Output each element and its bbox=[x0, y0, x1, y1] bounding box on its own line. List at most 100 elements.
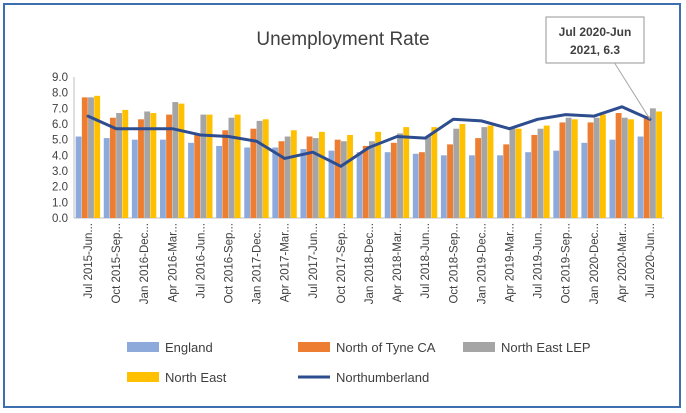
chart-frame: Unemployment Rate 0.0 1.0 2.0 3.0 4.0 5.0 6.0 7… bbox=[3, 3, 681, 408]
bar-north-of-tyne-ca bbox=[503, 144, 510, 218]
bar-north-east bbox=[290, 130, 297, 218]
x-tick-label: Oct 2019-Sep... bbox=[561, 223, 573, 304]
bar-north-east-lep bbox=[397, 133, 403, 218]
bar-north-east-lep bbox=[256, 120, 263, 218]
bar-north-of-tyne-ca bbox=[447, 144, 453, 218]
line-northumberland bbox=[86, 105, 652, 168]
callout-leader bbox=[614, 62, 651, 120]
x-tick-label: Jan 2018-Dec... bbox=[364, 223, 376, 304]
bar-north-of-tyne-ca bbox=[587, 122, 594, 218]
bar-north-east-lep bbox=[116, 113, 123, 218]
bar-north-of-tyne-ca bbox=[306, 136, 313, 218]
bar-england bbox=[300, 149, 307, 218]
bar-england bbox=[384, 152, 391, 218]
bar-england bbox=[497, 155, 503, 218]
x-tick-label: Jul 2015-Jun... bbox=[83, 223, 95, 298]
legend-label-north-east-lep: North East LEP bbox=[501, 340, 591, 355]
legend-swatch-north-east-lep bbox=[463, 342, 495, 352]
bar-north-of-tyne-ca bbox=[419, 152, 425, 218]
bar-england bbox=[356, 152, 363, 218]
chart-title: Unemployment Rate bbox=[256, 29, 429, 50]
legend-label-england: England bbox=[165, 340, 213, 355]
bar-north-east-lep bbox=[621, 117, 628, 218]
bar-england bbox=[637, 136, 644, 218]
bar-north-east-lep bbox=[509, 127, 516, 218]
legend-swatch-north-east bbox=[127, 372, 159, 382]
bar-north-east bbox=[150, 113, 157, 218]
bar-england bbox=[75, 136, 82, 218]
bar-north-of-tyne-ca bbox=[390, 142, 397, 218]
bar-north-of-tyne-ca bbox=[362, 145, 369, 218]
bar-north-east-lep bbox=[172, 102, 179, 218]
bar-england bbox=[216, 145, 223, 218]
bar-england bbox=[244, 147, 251, 218]
bar-north-east bbox=[94, 95, 101, 218]
unemployment-chart: Unemployment Rate 0.0 1.0 2.0 3.0 4.0 5.0 6.0 7… bbox=[52, 16, 664, 385]
bar-england bbox=[609, 139, 616, 218]
bar-north-east bbox=[459, 124, 466, 218]
bar-north-east bbox=[571, 119, 578, 218]
bar-england bbox=[412, 153, 419, 218]
bar-north-of-tyne-ca bbox=[166, 114, 173, 218]
bar-england bbox=[328, 150, 335, 218]
x-tick-label: Apr 2017-Mar... bbox=[280, 223, 292, 302]
x-tick-label: Apr 2020-Mar... bbox=[617, 223, 629, 302]
legend-label-northumberland: Northumberland bbox=[336, 370, 429, 385]
x-tick-label: Jan 2019-Dec... bbox=[476, 223, 488, 304]
y-tick-label: 8.0 bbox=[52, 88, 68, 100]
x-tick-label: Oct 2016-Sep... bbox=[224, 223, 236, 304]
bar-north-east bbox=[122, 109, 129, 218]
bar-north-east-lep bbox=[340, 141, 347, 218]
x-tick-label: Apr 2018-Mar... bbox=[392, 223, 404, 302]
y-tick-label: 3.0 bbox=[52, 166, 68, 178]
x-tick-label: Jul 2016-Jun... bbox=[195, 223, 207, 298]
bar-north-east bbox=[178, 103, 185, 218]
bar-england bbox=[131, 139, 138, 218]
bar-north-of-tyne-ca bbox=[250, 128, 257, 218]
bar-north-east-lep bbox=[369, 141, 375, 218]
bar-north-of-tyne-ca bbox=[222, 130, 229, 218]
y-tick-label: 9.0 bbox=[52, 72, 68, 84]
x-tick-label: Jan 2017-Dec... bbox=[252, 223, 264, 304]
legend: England North of Tyne CA North East LEP Nor… bbox=[127, 340, 591, 385]
x-tick-label: Apr 2019-Mar... bbox=[504, 223, 516, 302]
y-tick-label: 4.0 bbox=[52, 150, 68, 162]
bar-north-east bbox=[487, 125, 494, 218]
plot-area: 0.0 1.0 2.0 3.0 4.0 5.0 6.0 7.0 8.0 9.0 Jul 2015-J… bbox=[52, 72, 664, 304]
bar-north-of-tyne-ca bbox=[334, 139, 341, 218]
x-tick-label: Oct 2017-Sep... bbox=[336, 223, 348, 304]
bar-north-of-tyne-ca bbox=[615, 113, 622, 218]
bar-north-east bbox=[403, 127, 410, 218]
bar-north-east bbox=[234, 114, 241, 218]
x-tick-label: Jan 2020-Dec... bbox=[589, 223, 601, 304]
bar-north-of-tyne-ca bbox=[559, 122, 566, 218]
bar-england bbox=[581, 142, 588, 218]
bar-north-east-lep bbox=[200, 114, 207, 218]
bar-north-east bbox=[628, 119, 634, 218]
y-tick-label: 6.0 bbox=[52, 119, 68, 131]
bar-north-east bbox=[318, 131, 325, 218]
y-tick-label: 1.0 bbox=[52, 197, 68, 209]
bar-england bbox=[272, 147, 279, 218]
data-callout: Jul 2020-Jun 2021, 6.3 bbox=[545, 16, 651, 120]
bar-north-east-lep bbox=[649, 108, 656, 218]
bar-north-east-lep bbox=[425, 136, 432, 218]
bar-north-east bbox=[515, 128, 522, 218]
y-tick-label: 5.0 bbox=[52, 135, 68, 147]
bar-england bbox=[440, 155, 447, 218]
x-tick-label: Jul 2019-Jun... bbox=[533, 223, 545, 298]
bar-north-east bbox=[543, 125, 550, 218]
y-tick-label: 2.0 bbox=[52, 182, 68, 194]
bar-north-east-lep bbox=[565, 117, 572, 218]
x-tick-label: Jul 2017-Jun... bbox=[308, 223, 320, 298]
bar-england bbox=[553, 150, 560, 218]
bar-north-east-lep bbox=[537, 128, 544, 218]
bar-north-of-tyne-ca bbox=[138, 119, 144, 218]
bar-north-east bbox=[206, 114, 213, 218]
x-tick-label: Jul 2020-Jun... bbox=[645, 223, 657, 298]
bar-north-of-tyne-ca bbox=[81, 97, 88, 218]
bar-north-of-tyne-ca bbox=[643, 116, 650, 218]
x-tick-label: Oct 2018-Sep... bbox=[448, 223, 460, 304]
bar-england bbox=[188, 142, 194, 218]
bar-england bbox=[159, 139, 166, 218]
